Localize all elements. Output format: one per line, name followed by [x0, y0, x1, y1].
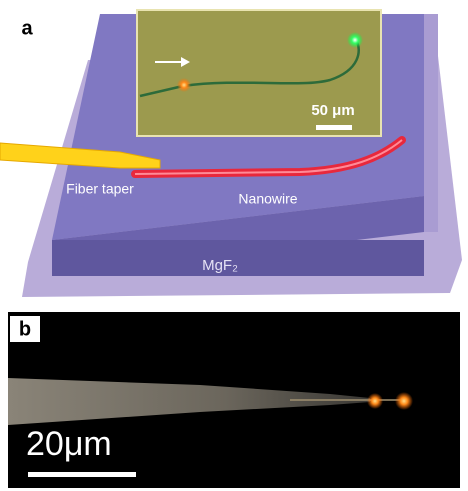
panel-label: a — [21, 17, 33, 39]
input-spot — [177, 78, 191, 92]
panel-label: b — [19, 318, 31, 340]
spot-1 — [367, 393, 383, 409]
output-spot — [347, 32, 363, 48]
fiber-label: Fiber taper — [66, 181, 134, 197]
figure: a 50 μm Fiber taper Nanowire MgF₂ b 20μm — [0, 0, 468, 491]
block-front — [52, 240, 424, 276]
panel-a: a 50 μm Fiber taper Nanowire MgF₂ — [0, 10, 462, 297]
block-edge — [424, 14, 438, 232]
page: {"panel_a": {"label": "a", "fiber_label"… — [0, 0, 468, 491]
inset-scale-bar — [316, 125, 352, 130]
spot-2 — [395, 392, 413, 410]
nanowire-label: Nanowire — [238, 191, 297, 207]
inset-scale-label: 50 μm — [311, 102, 354, 119]
scale-bar — [28, 472, 136, 477]
panel-b: b 20μm — [8, 312, 460, 488]
scale-label: 20μm — [26, 425, 112, 463]
inset: 50 μm — [137, 10, 381, 136]
substrate-label: MgF₂ — [202, 257, 238, 274]
